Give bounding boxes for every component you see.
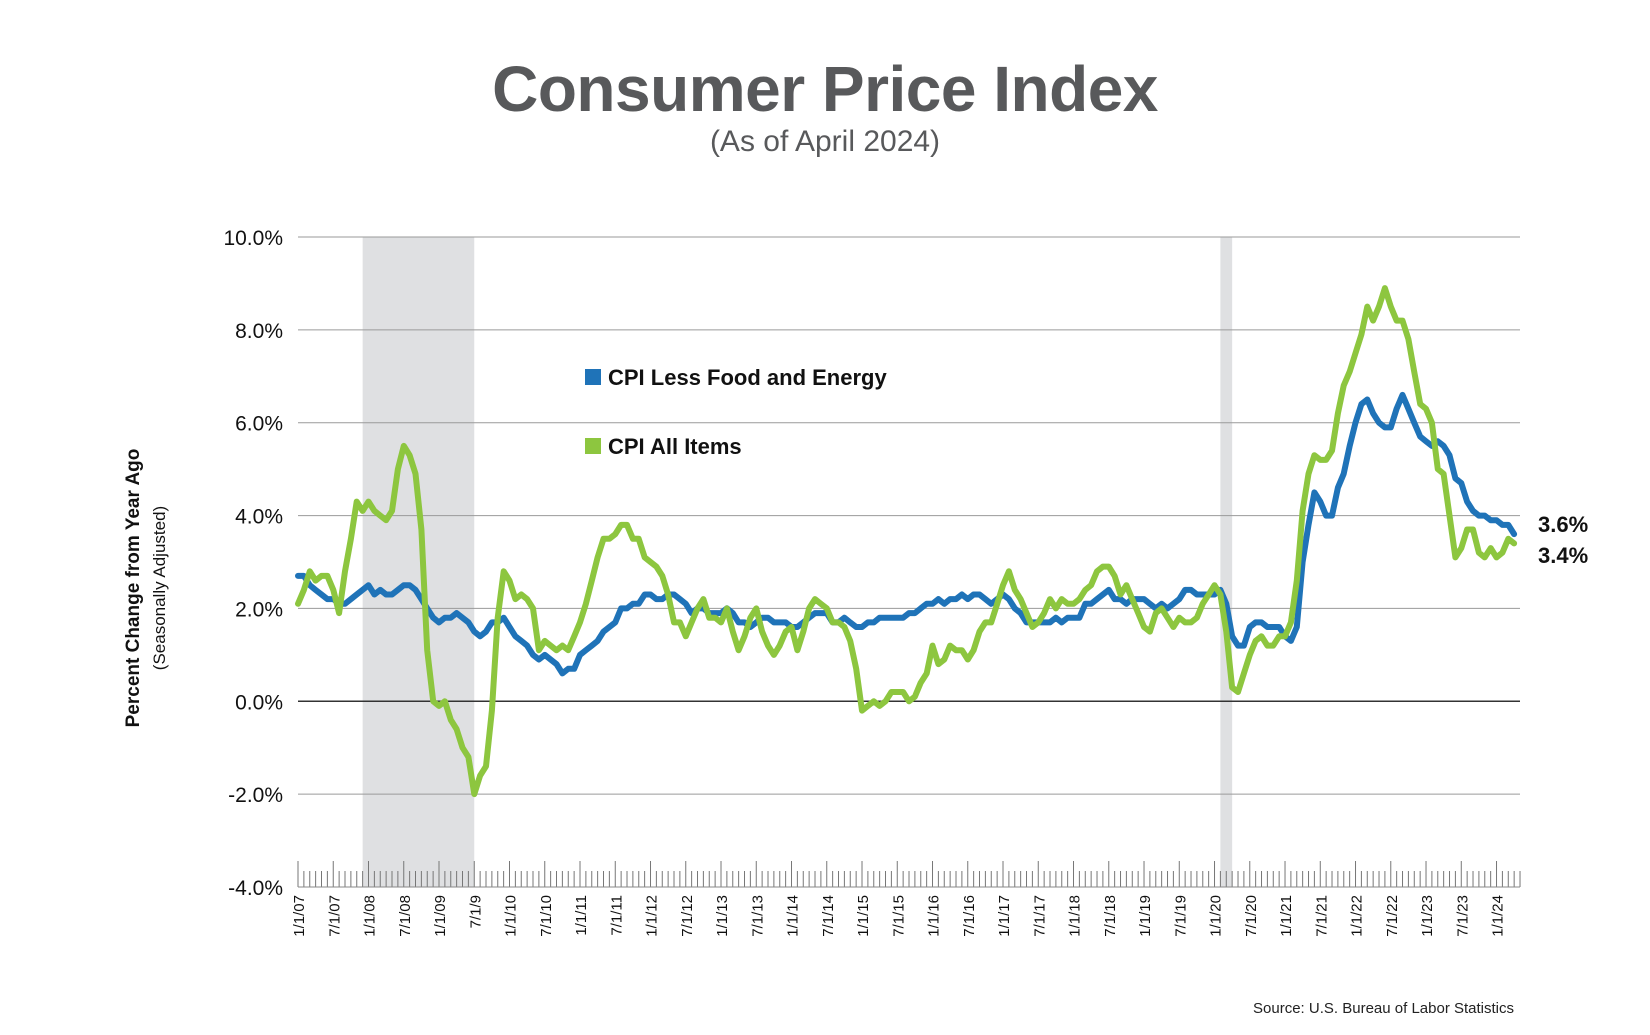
- x-tick-label: 1/1/13: [714, 895, 731, 937]
- end-label-all: 3.4%: [1538, 543, 1588, 568]
- y-tick-label: 6.0%: [235, 413, 283, 436]
- source-note: Source: U.S. Bureau of Labor Statistics: [1253, 1000, 1514, 1017]
- x-tick-label: 7/1/23: [1454, 895, 1471, 937]
- series-line-all-items-cpi: [295, 285, 1518, 798]
- x-tick-label: 1/1/16: [926, 895, 943, 937]
- recession-band-1: [362, 237, 475, 887]
- chart-title: Consumer Price Index: [492, 53, 1158, 125]
- x-tick-label: 7/1/11: [608, 895, 625, 936]
- x-tick-label: 7/1/21: [1313, 895, 1330, 937]
- x-tick-label: 7/1/20: [1243, 895, 1260, 937]
- x-axis-minor-ticks: [297, 861, 1521, 887]
- end-label-core: 3.6%: [1538, 512, 1588, 537]
- legend-swatch-core: [585, 369, 601, 385]
- y-tick-label: 2.0%: [235, 598, 283, 621]
- x-tick-label: 7/1/22: [1384, 895, 1401, 937]
- x-tick-label: 7/1/13: [749, 895, 766, 937]
- y-tick-label: -4.0%: [228, 877, 283, 900]
- x-tick-label: 1/1/15: [855, 895, 872, 937]
- y-tick-label: -2.0%: [228, 784, 283, 807]
- x-tick-label: 1/1/18: [1067, 895, 1084, 937]
- x-tick-label: 7/1/14: [820, 895, 837, 937]
- x-tick-label: 1/1/14: [785, 895, 802, 937]
- x-tick-label: 1/1/10: [503, 895, 520, 937]
- x-tick-label: 1/1/17: [996, 895, 1013, 937]
- y-tick-label: 0.0%: [235, 691, 283, 714]
- chart-subtitle: (As of April 2024): [709, 125, 941, 158]
- x-tick-label: 1/1/21: [1278, 895, 1295, 937]
- x-tick-label: 1/1/22: [1349, 895, 1366, 937]
- legend: CPI Less Food and Energy CPI All Items: [585, 365, 887, 459]
- x-tick-label: 1/1/24: [1490, 895, 1507, 937]
- x-tick-label: 1/1/08: [362, 895, 379, 937]
- x-tick-label: 7/1/08: [397, 895, 414, 937]
- x-tick-label: 1/1/20: [1208, 895, 1225, 937]
- y-tick-label: 10.0%: [223, 227, 283, 250]
- x-tick-label: 7/1/10: [538, 895, 555, 937]
- x-axis-ticks: 1/1/07 7/1/07 1/1/08 7/1/08 1/1/09 7/1/9 1/1/1…: [291, 861, 1521, 937]
- y-axis-ticks: 10.0% 8.0% 6.0% 4.0% 2.0% 0.0% -2.0% -4.0%: [223, 227, 283, 900]
- series-line-core-cpi: [295, 391, 1518, 677]
- x-tick-label: 1/1/12: [644, 895, 661, 937]
- series-lines: [295, 285, 1518, 798]
- x-tick-label: 7/1/15: [890, 895, 907, 937]
- x-tick-label: 7/1/12: [679, 895, 696, 937]
- y-axis-sublabel: (Seasonally Adjusted): [150, 506, 169, 670]
- x-tick-label: 7/1/16: [961, 895, 978, 937]
- x-tick-label: 1/1/07: [291, 895, 308, 937]
- legend-swatch-all: [585, 438, 601, 454]
- x-tick-label: 7/1/18: [1102, 895, 1119, 937]
- x-tick-label: 7/1/9: [467, 895, 484, 928]
- legend-label-core: CPI Less Food and Energy: [608, 365, 887, 390]
- gridlines: [298, 236, 1520, 795]
- x-tick-label: 7/1/19: [1172, 895, 1189, 937]
- x-tick-label: 1/1/09: [432, 895, 449, 937]
- x-tick-label: 7/1/07: [326, 895, 343, 937]
- x-tick-label: 1/1/23: [1419, 895, 1436, 937]
- x-tick-label: 1/1/19: [1137, 895, 1154, 937]
- x-tick-label: 7/1/17: [1031, 895, 1048, 937]
- x-tick-label: 1/1/11: [573, 895, 590, 936]
- y-axis-label: Percent Change from Year Ago: [123, 449, 144, 728]
- y-tick-label: 8.0%: [235, 320, 283, 343]
- legend-label-all: CPI All Items: [608, 434, 742, 459]
- recession-band-2: [1220, 237, 1233, 887]
- recession-shading: [362, 237, 1233, 887]
- y-tick-label: 4.0%: [235, 506, 283, 529]
